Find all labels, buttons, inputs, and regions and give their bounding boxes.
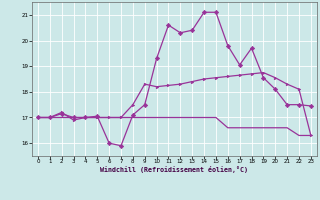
X-axis label: Windchill (Refroidissement éolien,°C): Windchill (Refroidissement éolien,°C) xyxy=(100,166,248,173)
